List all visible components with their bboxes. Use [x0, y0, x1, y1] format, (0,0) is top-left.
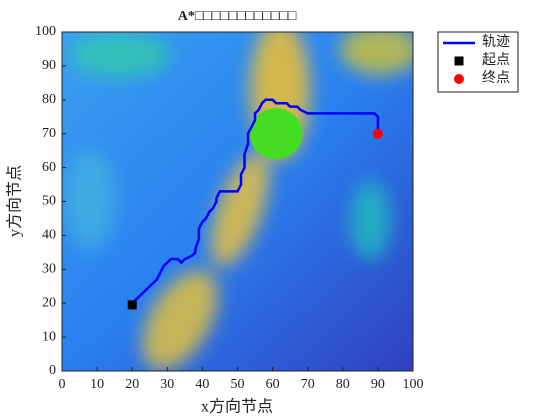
terrain [62, 32, 413, 371]
x-tick-label: 70 [301, 377, 315, 392]
y-tick-label: 70 [42, 126, 56, 141]
legend-label: 起点 [482, 52, 510, 68]
x-axis-label: x方向节点 [201, 398, 273, 416]
y-tick-label: 60 [42, 160, 56, 175]
end-marker [372, 128, 383, 139]
end-marker [454, 74, 464, 84]
y-tick-label: 30 [42, 262, 56, 277]
x-tick-label: 50 [231, 377, 245, 392]
x-tick-label: 100 [403, 377, 424, 392]
y-tick-label: 90 [42, 58, 56, 73]
y-tick-label: 50 [42, 194, 56, 209]
legend-label: 轨迹 [482, 34, 510, 50]
y-tick-label: 20 [42, 295, 56, 310]
x-tick-label: 30 [160, 377, 174, 392]
legend-label: 终点 [482, 70, 510, 86]
x-tick-label: 90 [371, 377, 385, 392]
x-tick-label: 20 [125, 377, 139, 392]
y-tick-label: 100 [35, 24, 56, 39]
x-tick-label: 40 [195, 377, 209, 392]
obstacle [249, 108, 303, 160]
x-tick-label: 0 [59, 377, 66, 392]
chart-title: A*□□□□□□□□□□□□ [178, 9, 297, 24]
x-tick-label: 80 [336, 377, 350, 392]
y-axis-label: y方向节点 [6, 165, 24, 237]
trajectory [131, 98, 380, 305]
start-marker [454, 56, 464, 66]
x-tick-label: 10 [90, 377, 104, 392]
y-tick-label: 10 [42, 329, 56, 344]
y-tick-label: 80 [42, 92, 56, 107]
start-marker [127, 300, 137, 310]
y-tick-label: 0 [49, 363, 56, 378]
legend-box [437, 31, 519, 93]
x-tick-label: 60 [266, 377, 280, 392]
y-tick-label: 40 [42, 228, 56, 243]
